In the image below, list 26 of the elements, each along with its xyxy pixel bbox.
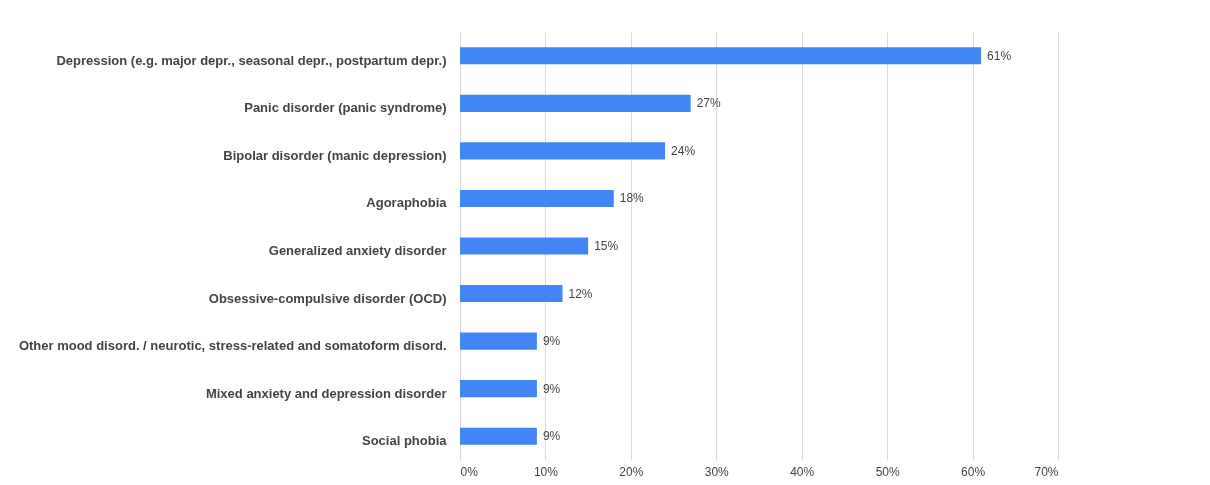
y-tick-label: Other mood disord. / neurotic, stress-related and somatoform disord. xyxy=(18,338,447,354)
x-tick-label: 0% xyxy=(460,464,479,479)
x-tick-label: 50% xyxy=(875,464,900,479)
y-tick-label: Bipolar disorder (manic depression) xyxy=(223,147,447,163)
x-tick-label: 70% xyxy=(1034,464,1059,479)
x-tick-label: 20% xyxy=(619,464,644,479)
data-label: 12% xyxy=(568,286,593,301)
data-label: 9% xyxy=(542,381,561,396)
x-tick-label: 30% xyxy=(704,464,730,479)
y-tick-label: Generalized anxiety disorder xyxy=(268,243,447,258)
data-label: 61% xyxy=(987,48,1012,63)
data-label: 27% xyxy=(696,96,721,111)
y-tick-label: Panic disorder (panic syndrome) xyxy=(244,100,447,116)
data-label: 15% xyxy=(594,239,619,253)
x-tick-label: 10% xyxy=(533,464,559,479)
data-label: 24% xyxy=(671,143,696,158)
y-tick-label: Obsessive-compulsive disorder (OCD) xyxy=(208,290,447,306)
y-tick-label: Depression (e.g. major depr., seasonal depr., postpartum depr.) xyxy=(56,52,447,68)
y-tick-label: Agoraphobia xyxy=(366,195,448,211)
data-label: 18% xyxy=(619,191,645,206)
data-label: 9% xyxy=(542,334,561,349)
data-label: 9% xyxy=(542,429,561,444)
y-tick-label: Mixed anxiety and depression disorder xyxy=(205,385,447,401)
x-tick-label: 40% xyxy=(790,464,815,479)
y-tick-label: Social phobia xyxy=(361,433,448,449)
x-tick-label: 60% xyxy=(961,464,986,479)
